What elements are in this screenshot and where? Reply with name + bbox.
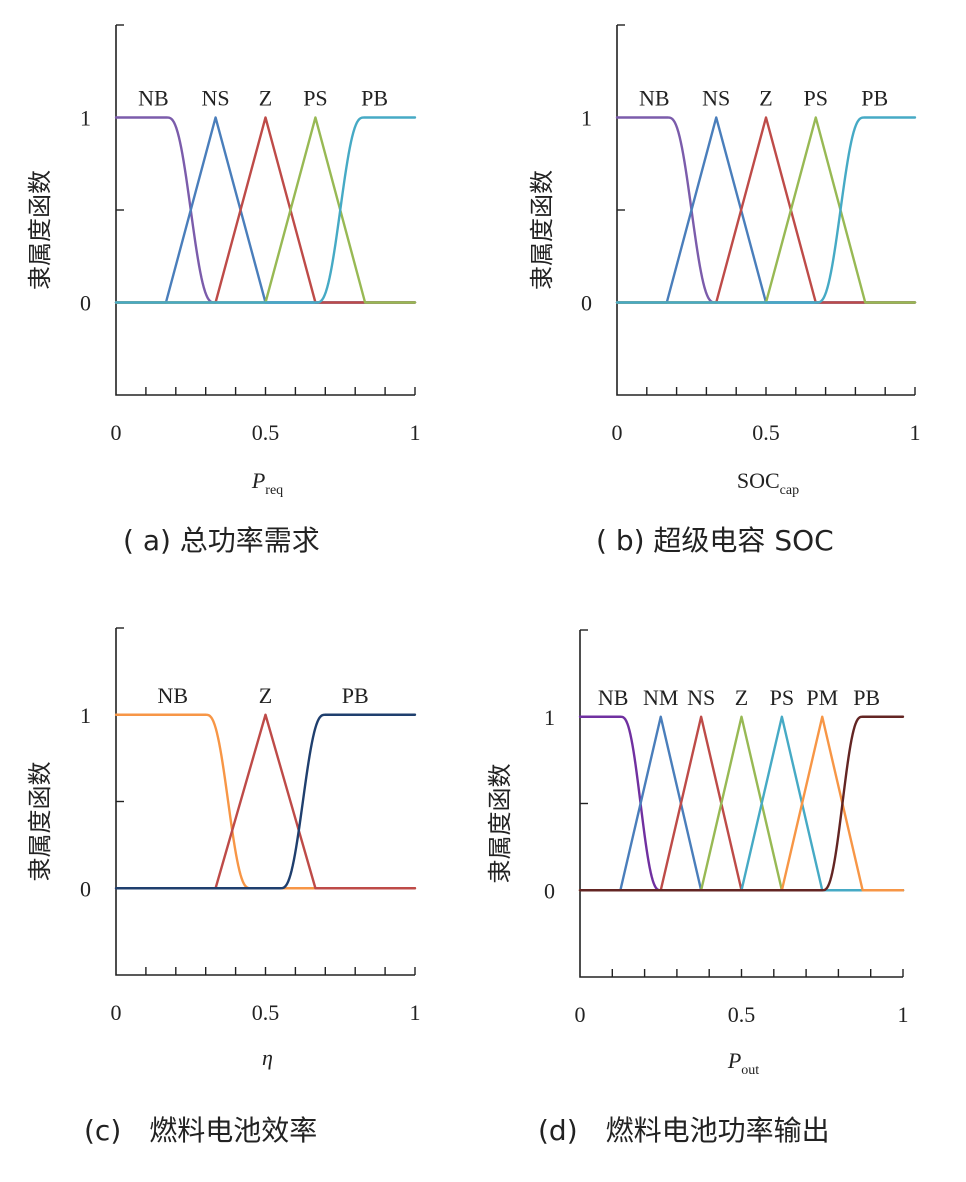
- set-label-ps: PS: [804, 86, 828, 111]
- x-tick-label: 0: [111, 1000, 122, 1025]
- y-tick-label: 1: [544, 705, 555, 730]
- set-label-pb: PB: [342, 683, 369, 708]
- y-tick-label: 1: [80, 106, 91, 131]
- chart-panel-1: 0 1 0 0.5 1 NB NS Z PS PB 隶属度函数 Preq ( a) 总功率需求: [26, 24, 421, 557]
- mf-line-nb: [578, 715, 905, 892]
- chart-panel-4: 0 1 0 0.5 1 NB NM NS Z PS PM PB 隶属度函数 Pout (d) 燃料电池功率输…: [486, 629, 909, 1147]
- panel-caption: (c) 燃料电池效率: [84, 1114, 317, 1147]
- mf-line-nb: [615, 116, 917, 304]
- mf-line-pb: [615, 116, 917, 304]
- y-tick-label: 1: [581, 106, 592, 131]
- y-axis-label: 隶属度函数: [26, 170, 54, 290]
- x-tick-label: 0: [575, 1002, 586, 1027]
- set-label-nb: NB: [158, 683, 189, 708]
- panel-caption: ( b) 超级电容 SOC: [596, 524, 834, 557]
- y-tick-label: 0: [544, 878, 555, 903]
- mf-line-ps: [114, 116, 417, 304]
- mf-line-pb: [114, 116, 417, 304]
- mf-line-ps: [578, 715, 905, 892]
- set-label-ns: NS: [687, 685, 715, 710]
- y-axis-label: 隶属度函数: [528, 170, 556, 290]
- mf-line-nm: [578, 715, 905, 892]
- x-axis-label: Pout: [727, 1048, 759, 1078]
- mf-line-nb: [114, 713, 417, 890]
- mf-line-ps: [615, 116, 917, 304]
- x-tick-label: 0.5: [252, 420, 280, 445]
- x-axis-label: η: [262, 1045, 273, 1070]
- axis-frame: [579, 630, 903, 978]
- set-label-pb: PB: [853, 685, 880, 710]
- y-axis-label: 隶属度函数: [486, 764, 514, 884]
- panel-caption: (d) 燃料电池功率输出: [538, 1114, 830, 1147]
- y-tick-label: 0: [80, 876, 91, 901]
- x-tick-label: 1: [410, 1000, 421, 1025]
- x-tick-label: 0: [612, 420, 623, 445]
- y-tick-label: 0: [80, 291, 91, 316]
- set-label-nb: NB: [639, 86, 670, 111]
- axis-frame: [616, 25, 915, 396]
- set-label-pb: PB: [361, 86, 388, 111]
- chart-panel-3: 0 1 0 0.5 1 NB Z PB 隶属度函数 η (c) 燃料电池效率: [26, 627, 421, 1147]
- chart-panel-2: 0 1 0 0.5 1 NB NS Z PS PB 隶属度函数 SOCcap ( b) 超级电容 SOC: [528, 24, 921, 557]
- mf-line-pm: [578, 715, 905, 892]
- axis-frame: [115, 25, 415, 396]
- x-axis-label: SOCcap: [737, 468, 799, 498]
- y-axis-label: 隶属度函数: [26, 762, 54, 882]
- set-label-ps: PS: [770, 685, 794, 710]
- set-label-z: Z: [259, 683, 272, 708]
- mf-line-ns: [615, 116, 917, 304]
- y-tick-label: 1: [80, 703, 91, 728]
- mf-line-z: [114, 713, 417, 890]
- set-label-ns: NS: [702, 86, 730, 111]
- set-label-pm: PM: [806, 685, 838, 710]
- set-label-ps: PS: [303, 86, 327, 111]
- x-tick-label: 0.5: [252, 1000, 280, 1025]
- set-label-z: Z: [735, 685, 748, 710]
- set-label-nm: NM: [643, 685, 678, 710]
- x-tick-label: 1: [410, 420, 421, 445]
- x-tick-label: 0.5: [728, 1002, 756, 1027]
- set-label-nb: NB: [598, 685, 629, 710]
- set-label-nb: NB: [138, 86, 169, 111]
- axis-frame: [115, 628, 415, 976]
- x-tick-label: 1: [898, 1002, 909, 1027]
- mf-line-ns: [578, 715, 905, 892]
- x-tick-label: 0: [111, 420, 122, 445]
- set-label-ns: NS: [202, 86, 230, 111]
- mf-line-z: [114, 116, 417, 304]
- mf-line-nb: [114, 116, 417, 304]
- set-label-pb: PB: [861, 86, 888, 111]
- mf-line-z: [615, 116, 917, 304]
- mf-line-z: [578, 715, 905, 892]
- mf-line-pb: [578, 715, 905, 892]
- y-tick-label: 0: [581, 291, 592, 316]
- mf-line-ns: [114, 116, 417, 304]
- mf-line-pb: [114, 713, 417, 890]
- set-label-z: Z: [259, 86, 272, 111]
- x-axis-label: Preq: [251, 468, 283, 498]
- x-tick-label: 1: [910, 420, 921, 445]
- panel-caption: ( a) 总功率需求: [123, 524, 320, 557]
- set-label-z: Z: [759, 86, 772, 111]
- x-tick-label: 0.5: [752, 420, 780, 445]
